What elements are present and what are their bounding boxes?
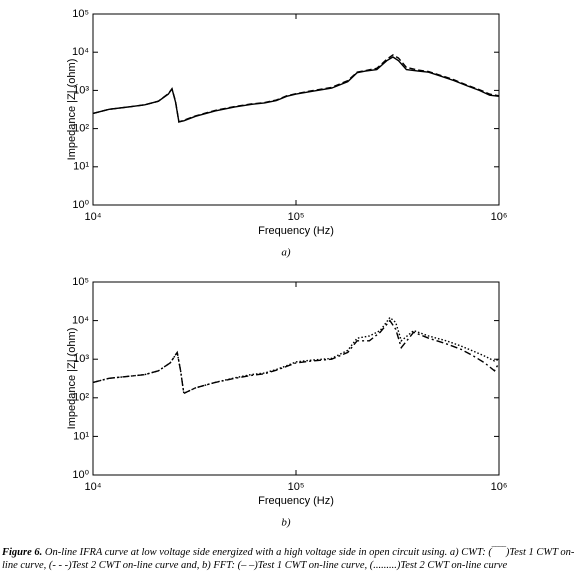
caption: Figure 6. On-line IFRA curve at low volt… bbox=[2, 546, 578, 572]
y-tick-label: 10⁵ bbox=[72, 276, 89, 288]
y-tick-label: 10⁰ bbox=[72, 469, 89, 481]
plot-frame bbox=[92, 281, 500, 476]
y-tick-label: 10² bbox=[73, 392, 89, 404]
x-axis-label: Frequency (Hz) bbox=[258, 495, 334, 507]
y-tick-label: 10⁰ bbox=[72, 199, 89, 211]
y-tick-label: 10⁵ bbox=[72, 8, 89, 20]
y-tick-label: 10⁴ bbox=[72, 315, 89, 327]
y-tick-label: 10¹ bbox=[73, 161, 89, 173]
x-tick-label: 10⁵ bbox=[288, 481, 305, 493]
y-tick-label: 10³ bbox=[73, 353, 89, 365]
data-line bbox=[92, 319, 500, 395]
x-tick-label: 10⁶ bbox=[491, 211, 508, 223]
panel-label: a) bbox=[281, 247, 291, 259]
caption-text: On-line IFRA curve at low voltage side e… bbox=[2, 547, 575, 571]
y-axis-label: Impedance |Z| (ohm) bbox=[66, 328, 78, 430]
x-axis-label: Frequency (Hz) bbox=[258, 225, 334, 237]
data-line bbox=[92, 54, 500, 123]
x-tick-label: 10⁴ bbox=[85, 211, 102, 223]
y-tick-label: 10² bbox=[73, 123, 89, 135]
y-tick-label: 10³ bbox=[73, 84, 89, 96]
data-line bbox=[92, 56, 500, 123]
data-line bbox=[92, 316, 500, 395]
x-tick-label: 10⁴ bbox=[85, 481, 102, 493]
y-tick-label: 10⁴ bbox=[72, 46, 89, 58]
x-tick-label: 10⁶ bbox=[491, 481, 508, 493]
panel-label: b) bbox=[281, 517, 291, 529]
y-axis-label: Impedance |Z| (ohm) bbox=[66, 59, 78, 161]
plot-frame bbox=[92, 13, 500, 206]
x-tick-label: 10⁵ bbox=[288, 211, 305, 223]
figure: 10⁰ 10¹ 10² 10³ 10⁴ 10⁵ 10⁴ 10⁵ 10⁶ Frequency (Hz… bbox=[66, 8, 508, 529]
caption-label: Figure 6. bbox=[2, 547, 43, 558]
y-tick-label: 10¹ bbox=[73, 430, 89, 442]
